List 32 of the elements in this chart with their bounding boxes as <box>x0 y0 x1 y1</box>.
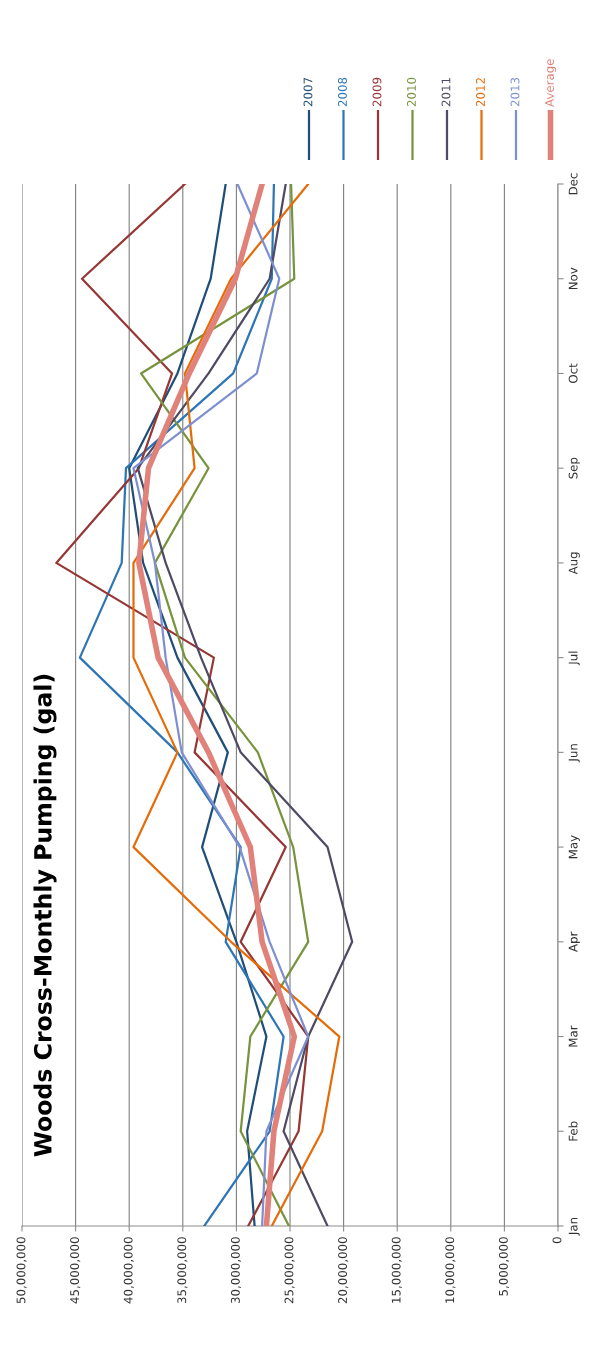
x-tick-label: 0 <box>552 1237 562 1244</box>
y-tick-label: Sep <box>568 457 580 479</box>
text: Woods Cross-Monthly Pumping (gal) <box>33 674 57 1157</box>
text: 2012 <box>476 78 485 107</box>
text: 2007 <box>303 77 313 107</box>
y-tick-label: Nov <box>568 267 578 290</box>
x-tick-label: 15,000,000 <box>391 1237 402 1303</box>
text: 2008 <box>338 77 347 107</box>
x-tick-label: 5,000,000 <box>498 1237 510 1296</box>
y-tick-label: Aug <box>568 552 580 575</box>
x-tick-label: 20,000,000 <box>338 1237 349 1304</box>
y-tick-label: Mar <box>568 1025 578 1047</box>
text: 2013 <box>510 77 520 107</box>
y-tick-label: Jun <box>568 744 580 763</box>
x-tick-label: 10,000,000 <box>445 1237 456 1303</box>
y-tick-label: Dec <box>568 173 578 195</box>
x-tick-label: 50,000,000 <box>16 1237 27 1304</box>
text: 2010 <box>407 77 416 107</box>
y-tick-label: May <box>568 835 580 859</box>
x-tick-label: 30,000,000 <box>230 1237 242 1304</box>
y-tick-label: Jul <box>568 651 580 666</box>
x-tick-label: 35,000,000 <box>177 1237 188 1304</box>
x-tick-label: 45,000,000 <box>70 1237 81 1304</box>
y-tick-label: Feb <box>568 1121 578 1141</box>
y-tick-label: Jan <box>568 1217 580 1236</box>
text: 2009 <box>372 77 382 107</box>
x-tick-label: 40,000,000 <box>123 1237 134 1304</box>
x-tick-label: 25,000,000 <box>284 1237 295 1304</box>
text: 2011 <box>441 78 451 107</box>
y-tick-label: Oct <box>568 363 578 383</box>
text: Average <box>545 59 557 107</box>
y-tick-label: Apr <box>568 931 580 952</box>
